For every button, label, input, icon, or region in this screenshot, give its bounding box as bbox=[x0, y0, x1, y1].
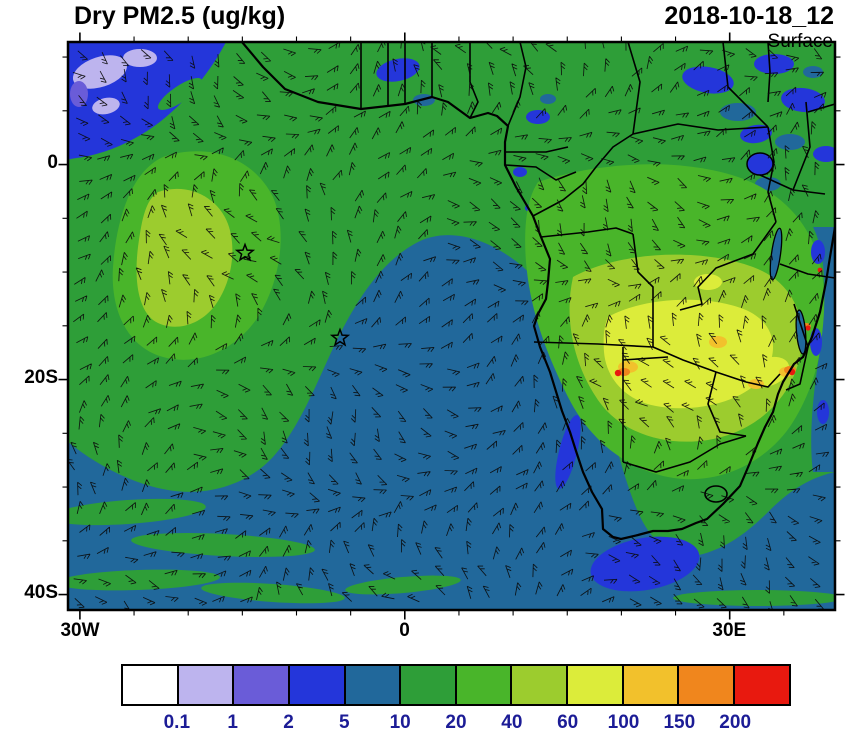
pm-contour-blue-nw bbox=[68, 42, 226, 159]
colorbar bbox=[121, 664, 791, 706]
legend-color-cell bbox=[176, 664, 235, 706]
lon-axis-label: 30W bbox=[60, 620, 100, 641]
lon-axis-label: 0 bbox=[399, 620, 410, 641]
lat-axis-label: 20S bbox=[24, 366, 58, 388]
legend-color-cell bbox=[566, 664, 625, 706]
legend-value-label: 60 bbox=[557, 712, 579, 733]
legend-value-label: 40 bbox=[501, 712, 523, 733]
legend-color-cell bbox=[677, 664, 736, 706]
plot-datetime: 2018-10-18_12 bbox=[664, 2, 834, 30]
lon-axis-label: 30E bbox=[712, 620, 747, 641]
map-frame bbox=[66, 40, 837, 612]
pm-blue-south bbox=[555, 415, 700, 592]
legend-color-cell bbox=[287, 664, 346, 706]
legend-value-label: 1 bbox=[227, 712, 238, 733]
legend-color-cell bbox=[232, 664, 291, 706]
axis-ticks bbox=[58, 32, 845, 620]
legend-value-label: 10 bbox=[389, 712, 411, 733]
plot-level: Surface bbox=[767, 31, 833, 52]
legend-color-cell bbox=[121, 664, 180, 706]
legend-color-cell bbox=[454, 664, 513, 706]
legend-value-label: 150 bbox=[663, 712, 696, 733]
legend-value-label: 5 bbox=[339, 712, 350, 733]
legend-color-cell bbox=[510, 664, 569, 706]
lat-axis-label: 40S bbox=[24, 581, 58, 603]
legend-color-cell bbox=[399, 664, 458, 706]
legend-value-label: 100 bbox=[607, 712, 640, 733]
legend-color-cell bbox=[343, 664, 402, 706]
pm-plume-core bbox=[112, 151, 281, 360]
legend-value-label: 2 bbox=[283, 712, 294, 733]
legend-color-cell bbox=[621, 664, 680, 706]
legend-value-label: 200 bbox=[719, 712, 752, 733]
colorbar-labels: 0.1 1 2 5 10 20 40 60 100 150 200 bbox=[121, 712, 791, 738]
legend-value-label: 0.1 bbox=[163, 712, 191, 733]
station-markers bbox=[234, 242, 351, 347]
star-marker bbox=[234, 242, 256, 262]
star-marker bbox=[329, 327, 351, 347]
legend-color-cell bbox=[732, 664, 791, 706]
map-field bbox=[68, 42, 835, 610]
wind-barbs bbox=[68, 42, 830, 610]
legend-value-label: 20 bbox=[445, 712, 467, 733]
coastline bbox=[240, 42, 835, 541]
lat-axis-label: 0 bbox=[47, 151, 58, 173]
plot-title: Dry PM2.5 (ug/kg) bbox=[74, 2, 286, 30]
country-borders bbox=[360, 42, 835, 503]
